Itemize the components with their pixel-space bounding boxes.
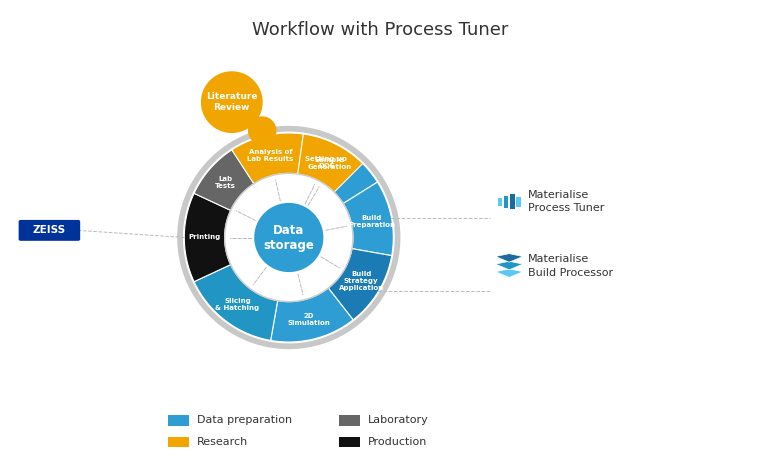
Polygon shape [194,265,277,341]
Text: 2D
Simulation: 2D Simulation [288,313,331,326]
Bar [168,437,189,447]
Text: Printing: Printing [188,235,220,240]
Bar [510,194,515,209]
Text: Workflow with Process Tuner: Workflow with Process Tuner [252,21,508,39]
Text: Sample
Generation: Sample Generation [308,157,352,170]
Text: ZEISS: ZEISS [33,225,66,236]
Text: Materialise
Build Processor: Materialise Build Processor [528,255,613,277]
Bar [516,197,521,207]
Polygon shape [328,248,391,320]
Polygon shape [496,269,523,277]
Text: Materialise
Process Tuner: Materialise Process Tuner [528,190,604,213]
Polygon shape [344,182,393,256]
Polygon shape [248,116,277,145]
Bar [339,437,360,447]
Polygon shape [201,71,263,133]
FancyBboxPatch shape [19,220,81,241]
Text: Lab
Tests: Lab Tests [215,176,236,189]
Text: Production: Production [368,437,427,447]
Polygon shape [225,173,353,302]
Polygon shape [253,202,325,273]
Text: Setting up
DOE: Setting up DOE [306,155,347,169]
Polygon shape [194,150,254,210]
Polygon shape [177,126,401,349]
Bar [504,196,508,208]
Text: Research: Research [197,437,248,447]
Polygon shape [289,133,378,203]
Bar [168,415,189,426]
Text: Build
Preparation: Build Preparation [348,215,395,228]
Text: Build
Strategy
Application: Build Strategy Application [338,271,384,291]
Polygon shape [298,134,363,192]
Polygon shape [232,133,303,184]
Text: Laboratory: Laboratory [368,415,429,426]
Text: Slicing
& Hatching: Slicing & Hatching [215,298,259,311]
Polygon shape [496,254,523,262]
Text: Literature
Review: Literature Review [206,93,258,112]
Bar [498,198,502,206]
Text: Data preparation: Data preparation [197,415,292,426]
Bar [339,415,360,426]
Text: Data
storage: Data storage [264,224,314,251]
Polygon shape [185,193,231,282]
Polygon shape [496,261,523,270]
Text: Analysis of
Lab Results: Analysis of Lab Results [248,149,293,162]
Polygon shape [271,288,353,342]
